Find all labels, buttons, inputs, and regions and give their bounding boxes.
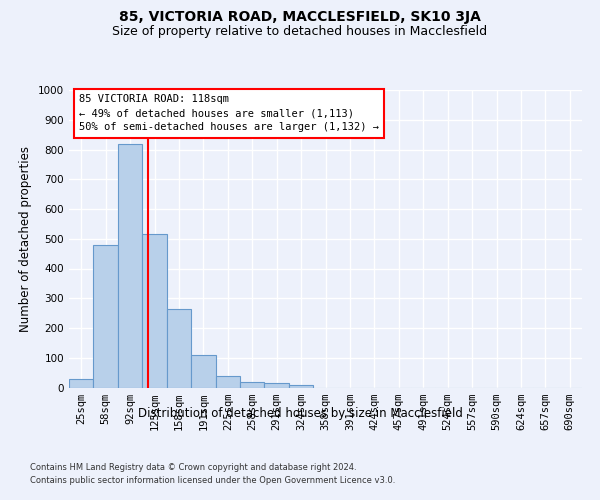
Text: Contains public sector information licensed under the Open Government Licence v3: Contains public sector information licen… (30, 476, 395, 485)
Bar (265, 383, 289, 388)
Bar (118, 144, 142, 388)
Text: 85 VICTORIA ROAD: 118sqm
← 49% of detached houses are smaller (1,113)
50% of sem: 85 VICTORIA ROAD: 118sqm ← 49% of detach… (79, 94, 379, 132)
Bar (69, 378, 94, 388)
Bar (191, 355, 215, 388)
Bar (240, 382, 265, 388)
Text: 85, VICTORIA ROAD, MACCLESFIELD, SK10 3JA: 85, VICTORIA ROAD, MACCLESFIELD, SK10 3J… (119, 10, 481, 24)
Bar (94, 244, 118, 388)
Bar (167, 308, 191, 388)
Bar (215, 376, 240, 388)
Y-axis label: Number of detached properties: Number of detached properties (19, 146, 32, 332)
Bar (142, 234, 167, 388)
Text: Contains HM Land Registry data © Crown copyright and database right 2024.: Contains HM Land Registry data © Crown c… (30, 462, 356, 471)
Text: Size of property relative to detached houses in Macclesfield: Size of property relative to detached ho… (112, 25, 488, 38)
Bar (289, 384, 313, 388)
Text: Distribution of detached houses by size in Macclesfield: Distribution of detached houses by size … (137, 408, 463, 420)
